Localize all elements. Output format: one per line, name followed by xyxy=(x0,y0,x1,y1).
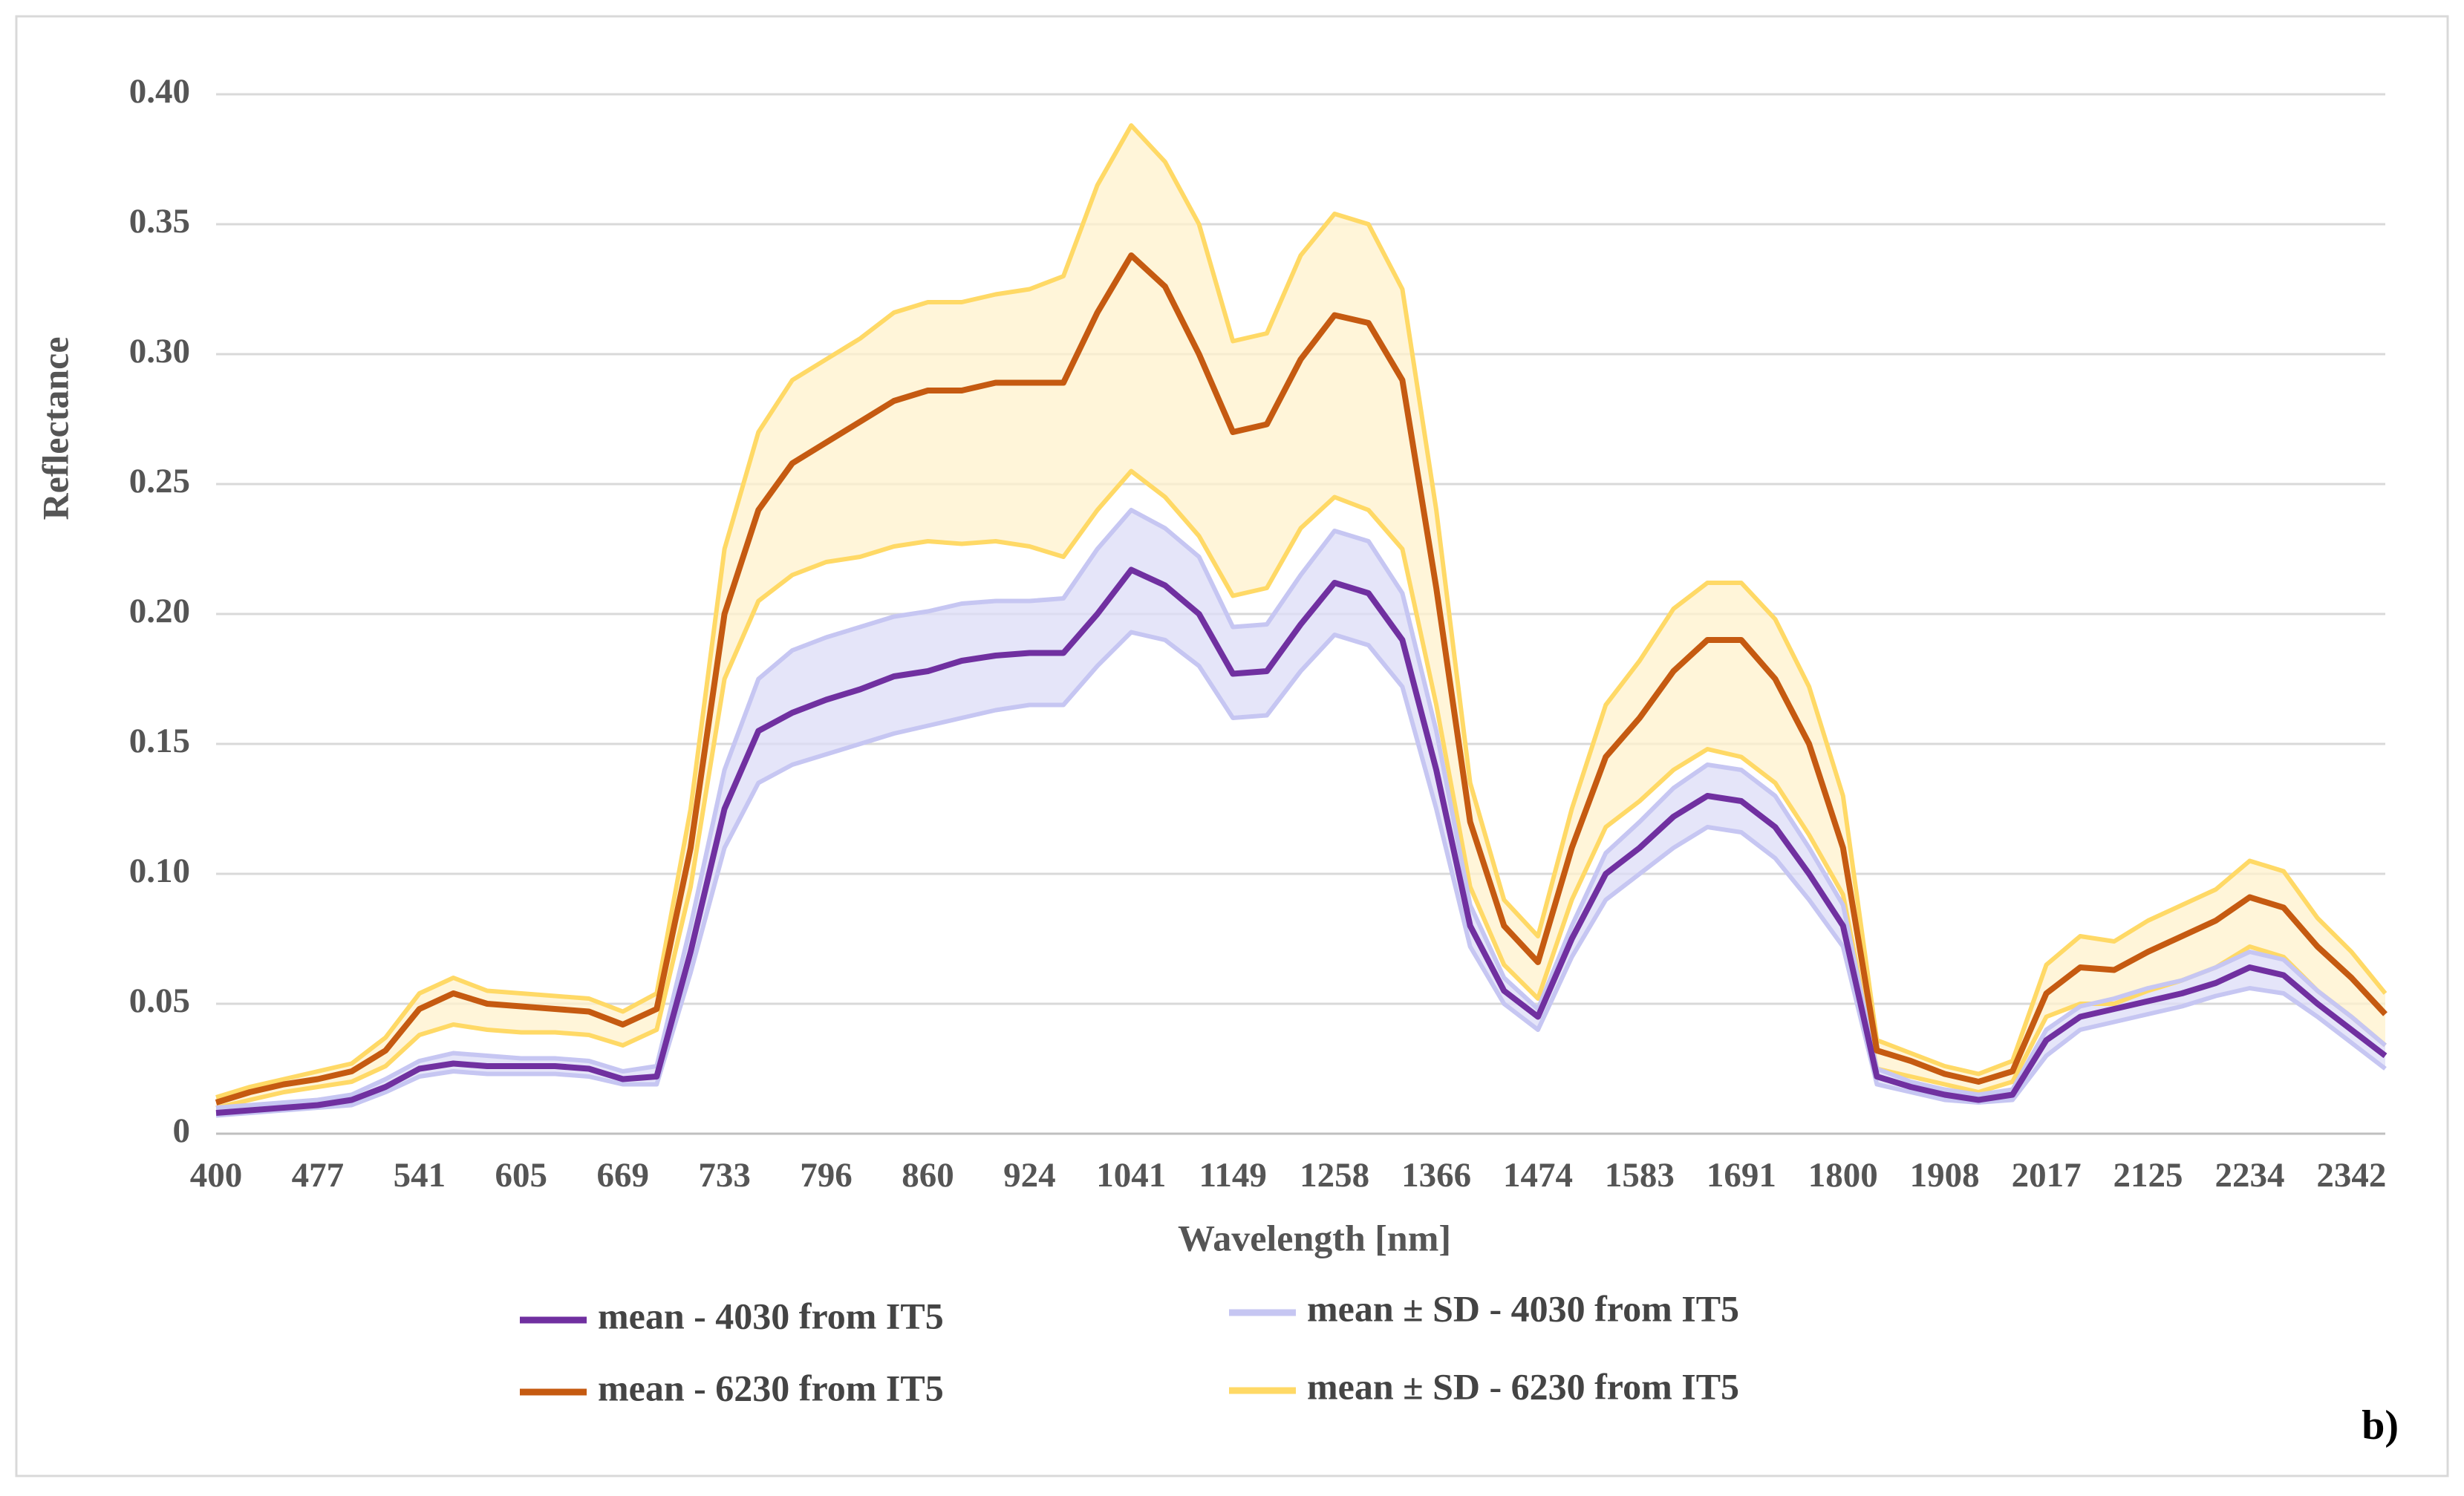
sd-line xyxy=(215,508,2387,1110)
chart-frame xyxy=(15,15,2449,1477)
x-tick-label: 669 xyxy=(596,1156,649,1195)
y-tick-label: 0.10 xyxy=(129,852,190,890)
y-tick-label: 0.15 xyxy=(129,722,190,760)
x-tick-label: 1583 xyxy=(1605,1156,1675,1195)
sd-band-fill xyxy=(216,510,2385,1116)
legend-label: mean ± SD - 4030 from IT5 xyxy=(1307,1287,1739,1329)
x-tick-label: 1691 xyxy=(1707,1156,1776,1195)
y-tick-label: 0 xyxy=(173,1111,191,1150)
legend-label: mean ± SD - 6230 from IT5 xyxy=(1307,1365,1739,1407)
y-tick-label: 0.05 xyxy=(129,981,190,1020)
y-tick-label: 0.35 xyxy=(129,202,190,241)
mean-line xyxy=(215,566,2388,1116)
y-tick-label: 0.20 xyxy=(129,592,190,630)
x-tick-label: 1366 xyxy=(1401,1156,1471,1195)
y-tick-label: 0.30 xyxy=(129,332,190,370)
mean-line xyxy=(215,252,2388,1105)
x-tick-label: 733 xyxy=(698,1156,751,1195)
legend-label: mean - 4030 from IT5 xyxy=(598,1295,944,1336)
x-tick-label: 541 xyxy=(394,1156,446,1195)
x-tick-label: 2234 xyxy=(2214,1156,2284,1195)
x-tick-label: 477 xyxy=(292,1156,345,1195)
x-tick-label: 2017 xyxy=(2012,1156,2082,1195)
x-tick-label: 605 xyxy=(495,1156,548,1195)
x-tick-label: 860 xyxy=(902,1156,954,1195)
x-tick-label: 924 xyxy=(1003,1156,1056,1195)
x-tick-label: 2125 xyxy=(2113,1156,2183,1195)
x-tick-label: 1800 xyxy=(1808,1156,1878,1195)
x-tick-label: 400 xyxy=(190,1156,243,1195)
x-tick-label: 1258 xyxy=(1300,1156,1369,1195)
sd-line xyxy=(215,468,2387,1110)
y-tick-label: 0.40 xyxy=(129,72,190,111)
legend-label: mean - 6230 from IT5 xyxy=(598,1367,944,1408)
sd-line xyxy=(215,630,2387,1118)
x-tick-label: 1041 xyxy=(1096,1156,1166,1195)
panel-label: b) xyxy=(2362,1402,2399,1448)
y-tick-label: 0.25 xyxy=(129,462,190,500)
x-tick-label: 796 xyxy=(800,1156,853,1195)
x-tick-label: 1474 xyxy=(1503,1156,1573,1195)
y-axis-title: Reflectance xyxy=(34,336,76,520)
sd-line xyxy=(215,123,2388,1100)
x-tick-label: 2342 xyxy=(2316,1156,2386,1195)
x-tick-label: 1149 xyxy=(1199,1156,1267,1195)
x-tick-label: 1908 xyxy=(1910,1156,1980,1195)
x-axis-title: Wavelength [nm] xyxy=(1178,1217,1451,1258)
